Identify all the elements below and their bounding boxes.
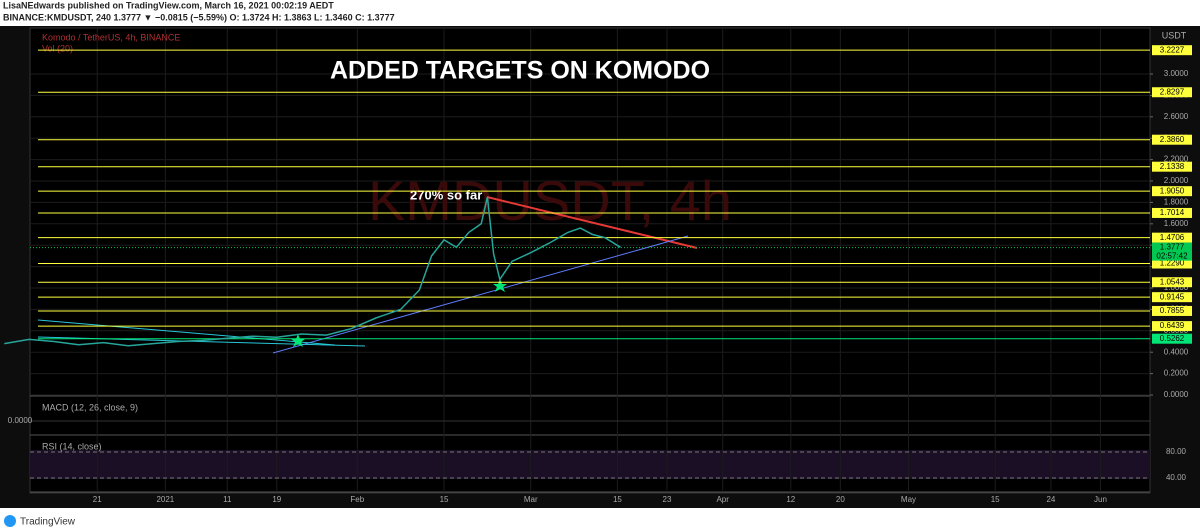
- x-tick-label: May: [901, 495, 916, 504]
- footer-brand: TradingView: [20, 517, 76, 528]
- rsi-tick-label: 40.00: [1166, 473, 1187, 482]
- support-trendline: [272, 235, 689, 354]
- last-price-label: 1.3777: [1160, 243, 1185, 252]
- x-tick-label: 19: [272, 495, 281, 504]
- annotation: 270% so far: [410, 187, 482, 202]
- y-tick-label: 2.2000: [1164, 155, 1189, 164]
- x-tick-label: 12: [786, 495, 795, 504]
- x-tick-label: Jun: [1094, 495, 1107, 504]
- resistance-trendline: [486, 196, 698, 249]
- x-tick-label: 15: [613, 495, 622, 504]
- level-label: 2.3860: [1160, 135, 1185, 144]
- x-tick-label: Mar: [524, 495, 538, 504]
- level-label-bg: [1152, 45, 1192, 56]
- currency-label: USDT: [1162, 30, 1187, 40]
- star-marker: [493, 279, 507, 292]
- x-tick-label: 15: [991, 495, 1000, 504]
- y-tick-label: 0.4000: [1164, 347, 1189, 356]
- x-tick-label: 23: [663, 495, 672, 504]
- level-label: 1.0543: [1160, 277, 1185, 286]
- level-label: 0.6439: [1160, 321, 1185, 330]
- y-tick-label: 0.2000: [1164, 369, 1189, 378]
- countdown: 02:57:42: [1156, 252, 1188, 261]
- level-label-bg: [1152, 258, 1192, 269]
- level-label-bg: [1152, 87, 1192, 98]
- rsi-tick-label: 80.00: [1166, 447, 1187, 456]
- y-tick-label: 1.8000: [1164, 198, 1189, 207]
- macd-tick-label: 0.0000: [8, 416, 33, 425]
- star-marker: [291, 334, 305, 347]
- y-tick-label: 1.0000: [1164, 283, 1189, 292]
- header-line2: BINANCE:KMDUSDT, 240 1.3777 ▼ −0.0815 (−…: [3, 12, 395, 22]
- level-label: 3.2227: [1160, 45, 1185, 54]
- macd-label: MACD (12, 26, close, 9): [42, 402, 138, 412]
- last-price-bg: [1152, 242, 1192, 261]
- level-label-bg: [1152, 186, 1192, 197]
- level-label-bg: [1152, 321, 1192, 332]
- level-label-bg: [1152, 292, 1192, 303]
- level-label-bg: [1152, 305, 1192, 316]
- level-label: 0.7855: [1160, 306, 1185, 315]
- level-label-bg: [1152, 134, 1192, 145]
- legend-title: Komodo / TetherUS, 4h, BINANCE: [42, 32, 180, 42]
- level-label-bg: [1152, 232, 1192, 243]
- level-label-bg: [1152, 277, 1192, 288]
- level-label: 2.1338: [1160, 162, 1185, 171]
- chart-title: ADDED TARGETS ON KOMODO: [330, 57, 710, 85]
- x-tick-label: 24: [1046, 495, 1055, 504]
- footer-bg: [0, 508, 1200, 532]
- brand-logo: [4, 515, 16, 527]
- level-label: 1.4706: [1160, 233, 1185, 242]
- y-tick-label: 2.6000: [1164, 112, 1189, 121]
- level-label: 1.2290: [1160, 259, 1185, 268]
- y-tick-label: 2.0000: [1164, 176, 1189, 185]
- x-tick-label: 11: [223, 495, 232, 504]
- level-label: 1.7014: [1160, 208, 1185, 217]
- channel-line: [37, 319, 336, 346]
- level-label-bg: [1152, 333, 1192, 344]
- y-tick-label: 0.0000: [1164, 390, 1189, 399]
- x-tick-label: Apr: [716, 495, 729, 504]
- level-label-bg: [1152, 207, 1192, 218]
- y-tick-label: 1.6000: [1164, 219, 1189, 228]
- x-tick-label: 20: [836, 495, 845, 504]
- y-tick-label: 3.0000: [1164, 69, 1189, 78]
- rsi-label: RSI (14, close): [42, 441, 102, 451]
- volume-label: Vol (20): [42, 43, 73, 53]
- level-label-bg: [1152, 161, 1192, 172]
- level-label: 0.9145: [1160, 292, 1185, 301]
- rsi-band: [30, 450, 1150, 479]
- plot-bg: [29, 27, 1151, 494]
- level-label: 0.5262: [1160, 334, 1185, 343]
- watermark: KMDUSDT, 4h: [368, 169, 732, 232]
- level-label: 1.9050: [1160, 186, 1185, 195]
- x-tick-label: Feb: [350, 495, 364, 504]
- x-tick-label: 2021: [156, 495, 174, 504]
- header-line1: LisaNEdwards published on TradingView.co…: [3, 0, 334, 10]
- x-tick-label: 15: [440, 495, 449, 504]
- x-tick-label: 21: [93, 495, 102, 504]
- level-label: 2.8297: [1160, 87, 1185, 96]
